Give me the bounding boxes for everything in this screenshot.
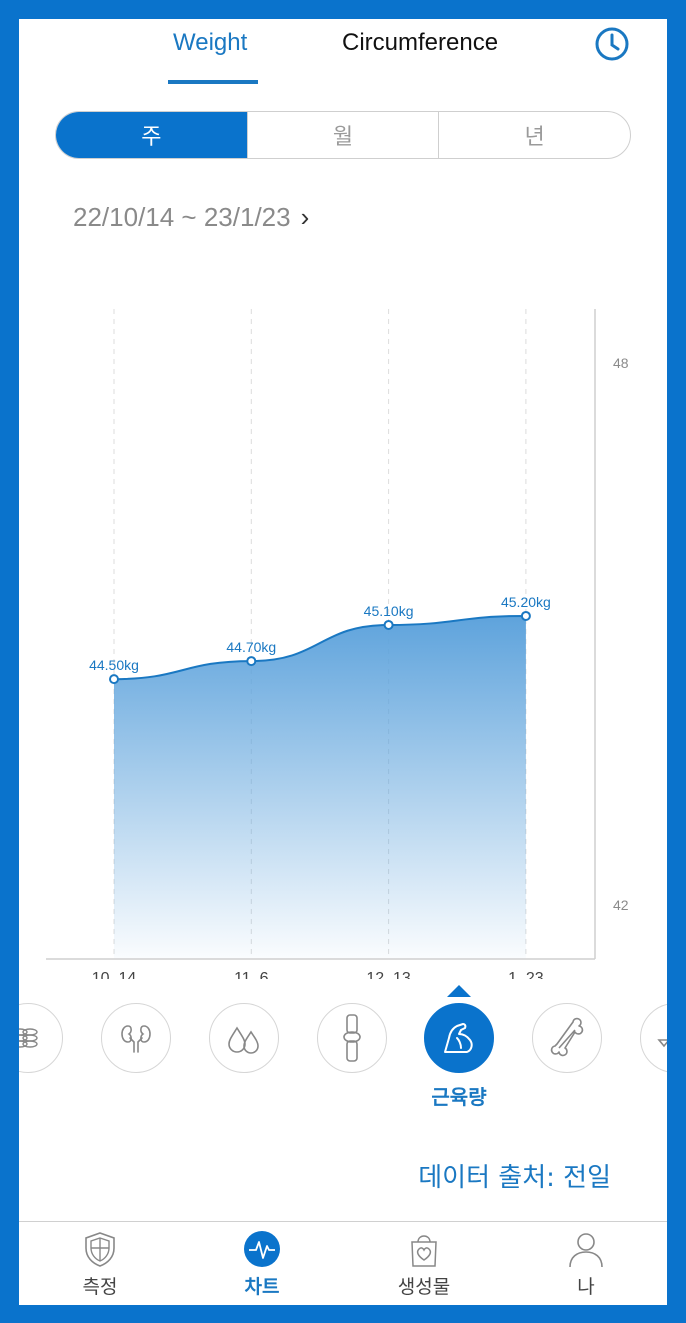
muscle-arm-icon <box>444 1023 473 1053</box>
period-selector: 주 월 년 <box>55 111 631 159</box>
nav-label-products: 생성물 <box>397 1276 451 1298</box>
date-range-text: 22/10/14 ~ 23/1/23 <box>73 202 291 232</box>
chevron-right-icon: › <box>300 202 310 232</box>
category-tissue[interactable] <box>19 1003 63 1073</box>
category-muscle[interactable] <box>424 1003 494 1073</box>
tissue-icon <box>19 1028 38 1048</box>
bone-icon <box>550 1017 584 1057</box>
nav-label-chart: 차트 <box>244 1276 280 1298</box>
segment-month[interactable]: 월 <box>246 112 439 158</box>
weight-chart: 10. 14 11. 6 12. 13 1. 23 48 42 44.50kg 44.70kg… <box>19 279 667 979</box>
data-label: 44.70kg <box>226 639 276 655</box>
joint-bone-icon <box>343 1014 361 1062</box>
tab-weight[interactable]: Weight <box>173 29 248 56</box>
nav-item-products[interactable]: 생성물 <box>374 1230 474 1299</box>
date-range-selector[interactable]: 22/10/14 ~ 23/1/23 › <box>73 202 309 233</box>
nav-item-measure[interactable]: 측정 <box>50 1230 150 1299</box>
shopping-bag-icon <box>411 1235 437 1267</box>
data-point[interactable] <box>246 656 257 667</box>
data-label: 45.10kg <box>364 603 414 619</box>
segment-year[interactable]: 년 <box>438 112 630 158</box>
shield-icon <box>85 1232 115 1267</box>
active-category-label: 근육량 <box>431 1085 487 1109</box>
pulse-chart-icon <box>244 1231 280 1267</box>
category-scale[interactable] <box>640 1003 667 1073</box>
person-icon <box>569 1233 603 1268</box>
x-tick-label: 12. 13 <box>366 970 411 979</box>
chart-series-line <box>113 614 526 681</box>
body-metric-carousel: 근육량 <box>19 979 667 1119</box>
history-clock-icon[interactable] <box>593 25 631 63</box>
nav-item-me[interactable]: 나 <box>536 1230 636 1299</box>
data-point[interactable] <box>109 674 119 685</box>
chart-area-fill <box>114 615 526 959</box>
data-point[interactable] <box>520 610 531 621</box>
data-label: 44.50kg <box>89 657 139 673</box>
data-point[interactable] <box>383 619 394 630</box>
data-label: 45.20kg <box>501 594 551 610</box>
x-tick-label: 1. 23 <box>508 970 544 979</box>
y-tick-label: 48 <box>613 355 629 371</box>
data-source-text: 데이터 출처: 전일 <box>418 1163 611 1193</box>
category-body-water[interactable] <box>209 1003 279 1073</box>
nav-label-me: 나 <box>577 1276 595 1298</box>
water-drops-icon <box>228 1026 259 1054</box>
bottom-navigation: 측정 차트 생성물 <box>19 1221 667 1305</box>
x-tick-label: 11. 6 <box>234 970 269 979</box>
scale-icon <box>657 1039 667 1048</box>
active-category-pointer <box>447 985 471 997</box>
kidney-icon <box>121 1025 151 1053</box>
active-tab-indicator <box>168 80 258 84</box>
nav-label-measure: 측정 <box>82 1276 118 1298</box>
nav-item-chart[interactable]: 차트 <box>212 1230 312 1299</box>
top-tabs: Weight Circumference <box>19 19 667 89</box>
chart-svg: 10. 14 11. 6 12. 13 1. 23 48 42 44.50kg 44.70kg… <box>46 309 629 979</box>
segment-week[interactable]: 주 <box>56 112 247 158</box>
screen: Weight Circumference 주 월 년 22/10/14 ~ 23… <box>19 19 667 1305</box>
category-bone[interactable] <box>532 1003 602 1073</box>
y-tick-label: 42 <box>613 897 629 913</box>
category-joint[interactable] <box>317 1003 387 1073</box>
category-kidney[interactable] <box>101 1003 171 1073</box>
x-tick-label: 10. 14 <box>92 970 137 979</box>
tab-circumference[interactable]: Circumference <box>342 29 499 56</box>
